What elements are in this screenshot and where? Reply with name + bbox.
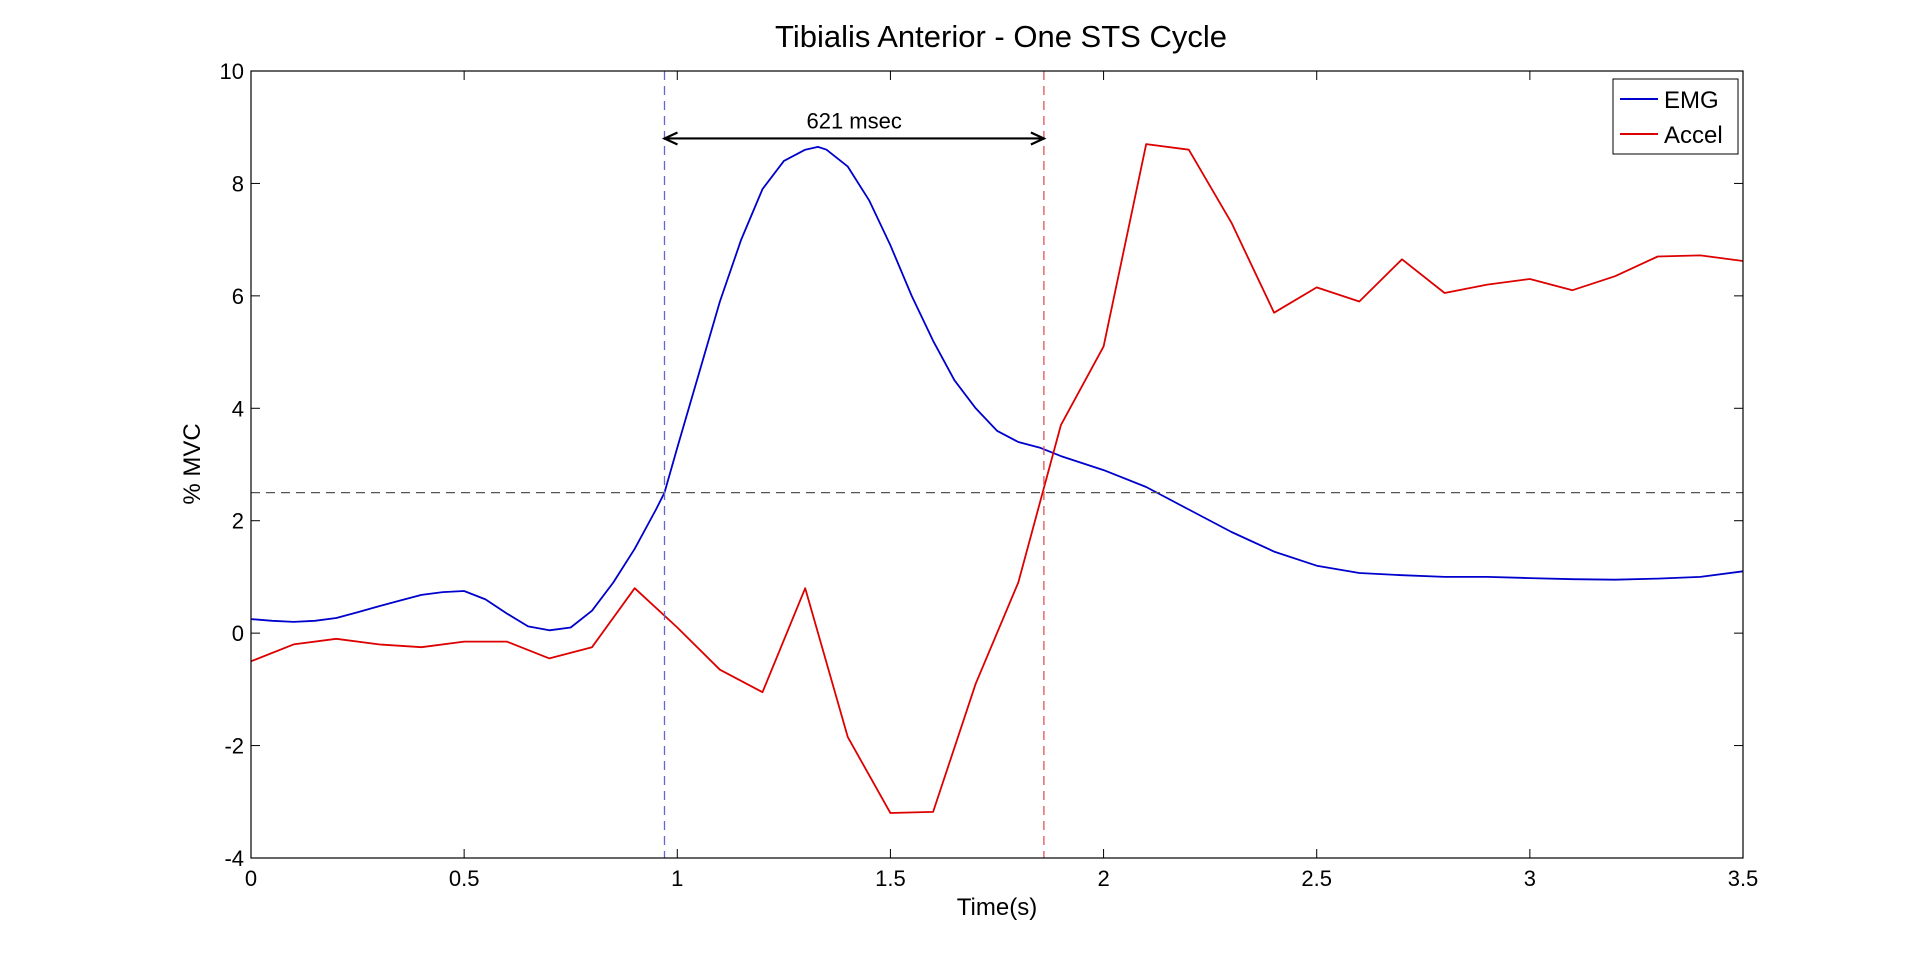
x-tick-label: 1.5 (875, 866, 906, 891)
arrow-head-right (1030, 131, 1047, 146)
y-tick-label: 8 (232, 171, 244, 196)
axis-ticks (250, 70, 1744, 859)
arrow-head-left (661, 131, 678, 146)
x-tick-label: 2.5 (1301, 866, 1332, 891)
series-line-accel (251, 143, 1743, 814)
legend-label-accel: Accel (1664, 122, 1723, 149)
legend-label-emg: EMG (1664, 87, 1719, 114)
duration-label: 621 msec (806, 108, 901, 133)
reference-lines (251, 71, 1743, 858)
y-tick-label: 4 (232, 396, 244, 421)
series-line-emg (251, 145, 1743, 632)
plot-frame (250, 70, 1744, 859)
x-tick-label: 3 (1524, 866, 1536, 891)
y-tick-label: -4 (224, 846, 244, 871)
y-tick-label: 6 (232, 284, 244, 309)
x-tick-label: 2 (1097, 866, 1109, 891)
x-tick-label: 0 (245, 866, 257, 891)
y-tick-label: 10 (220, 59, 244, 84)
legend: EMG Accel (1612, 78, 1739, 155)
x-axis-label: Time(s) (957, 894, 1037, 921)
y-tick-label: -2 (224, 734, 244, 759)
x-tick-label: 0.5 (449, 866, 480, 891)
x-tick-label: 3.5 (1728, 866, 1759, 891)
annotation-layer: 621 msec (661, 108, 1047, 146)
y-axis-label: % MVC (179, 423, 206, 504)
plot-series-group (251, 143, 1743, 814)
chart-title: Tibialis Anterior - One STS Cycle (775, 19, 1227, 54)
legend-box (1612, 78, 1739, 155)
x-tick-label: 1 (671, 866, 683, 891)
axis-tick-labels: 0 0.5 1 1.5 2 2.5 3 3.5 -4 -2 0 2 4 6 8 10 (220, 59, 1759, 891)
y-tick-label: 0 (232, 621, 244, 646)
y-tick-label: 2 (232, 509, 244, 534)
